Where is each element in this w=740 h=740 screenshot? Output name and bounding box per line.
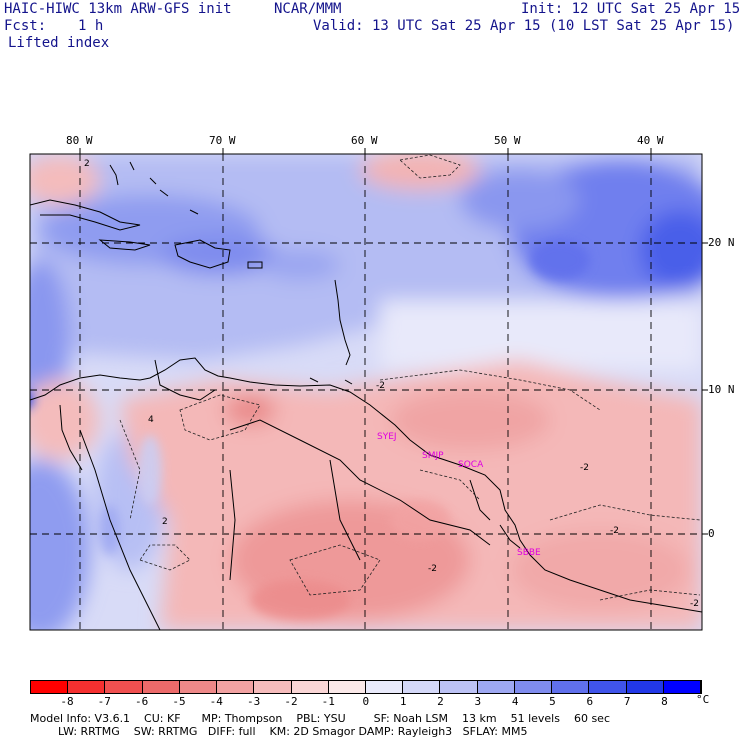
colorbar-tick-label: -5 [172, 695, 186, 708]
lat-label: 0 [708, 527, 715, 540]
colorbar [30, 680, 702, 694]
station-label: SBBE [517, 548, 541, 558]
colorbar-swatch [328, 681, 366, 693]
colorbar-swatch [626, 681, 664, 693]
org-label: NCAR/MMM [274, 1, 342, 17]
station-label: SOCA [458, 460, 484, 470]
colorbar-tick-label: -2 [284, 695, 298, 708]
lat-label: 20 N [708, 236, 735, 249]
colorbar-swatch [663, 681, 701, 693]
colorbar-labels: -8 -7 -6 -5 -4 -3 -2 -1 0 1 2 3 4 5 6 7 8 °C [30, 693, 710, 709]
colorbar-tick-label: 4 [511, 695, 519, 708]
station-label: SMJP [422, 451, 444, 461]
colorbar-swatch [31, 681, 69, 693]
contour-label: -2 [610, 526, 619, 536]
colorbar-tick-label: 6 [586, 695, 594, 708]
islands [109, 161, 353, 385]
station-label: SYEJ [377, 432, 397, 442]
contour-lines [119, 154, 701, 601]
colorbar-swatch [514, 681, 553, 693]
contour-label: -2 [690, 599, 699, 609]
colorbar-tick-label: -3 [247, 695, 261, 708]
colorbar-swatch [105, 681, 143, 693]
contour-label: -2 [580, 463, 589, 473]
lon-label: 60 W [351, 134, 378, 147]
forecast-hour: 1 h [78, 18, 104, 34]
contour-label-group: 2 -2 -2 2 4 -2 -2 -2 [84, 159, 699, 609]
colorbar-swatch [254, 681, 292, 693]
colorbar-tick-label: 2 [437, 695, 444, 708]
lat-label: 10 N [708, 383, 735, 396]
lon-label: 40 W [637, 134, 664, 147]
contour-label: -2 [376, 381, 385, 391]
colorbar-swatch [142, 681, 180, 693]
colorbar-swatch [589, 681, 627, 693]
colorbar-tick-label: 1 [399, 695, 407, 708]
contour-label: 2 [162, 517, 168, 527]
colorbar-tick-label: 7 [623, 695, 631, 708]
colorbar-tick-label: -6 [135, 695, 149, 708]
field-shading [30, 154, 702, 630]
colorbar-tick-label: -4 [209, 695, 223, 708]
colorbar-tick-label: 5 [549, 695, 556, 708]
colorbar-unit: °C [696, 693, 710, 706]
colorbar-tick-label: -1 [321, 695, 335, 708]
colorbar-tick-label: 3 [474, 695, 482, 708]
coastlines [30, 199, 702, 630]
colorbar-swatch [403, 681, 441, 693]
model-info-line1: Model Info: V3.6.1 CU: KF MP: Thompson P… [30, 712, 610, 725]
forecast-label: Fcst: [4, 18, 47, 34]
colorbar-tick-label: -7 [97, 695, 111, 708]
model-title: HAIC-HIWC 13km ARW-GFS init [4, 1, 232, 17]
colorbar-tick-label: 8 [661, 695, 668, 708]
field-name: Lifted index [8, 35, 110, 51]
colorbar-swatch [179, 681, 218, 693]
lon-label: 70 W [209, 134, 236, 147]
init-time: Init: 12 UTC Sat 25 Apr 15 [521, 1, 740, 17]
valid-time: Valid: 13 UTC Sat 25 Apr 15 (10 LST Sat … [313, 18, 735, 34]
colorbar-swatch [365, 681, 404, 693]
colorbar-tick-label: -8 [60, 695, 74, 708]
model-info-line2: LW: RRTMG SW: RRTMG DIFF: full KM: 2D Sm… [30, 725, 528, 738]
colorbar-swatch [477, 681, 515, 693]
lon-label: 50 W [494, 134, 521, 147]
colorbar-swatch [440, 681, 478, 693]
tick-marks [79, 148, 708, 535]
colorbar-swatch [552, 681, 590, 693]
contour-label: -2 [428, 564, 437, 574]
colorbar-swatch [291, 681, 329, 693]
colorbar-swatch [217, 681, 255, 693]
lon-label: 80 W [66, 134, 93, 147]
map-frame [29, 153, 703, 631]
contour-label: 4 [148, 415, 154, 425]
colorbar-tick-label: 0 [362, 695, 370, 708]
colorbar-swatch [68, 681, 106, 693]
graticule [30, 154, 702, 630]
contour-label: 2 [84, 159, 90, 169]
